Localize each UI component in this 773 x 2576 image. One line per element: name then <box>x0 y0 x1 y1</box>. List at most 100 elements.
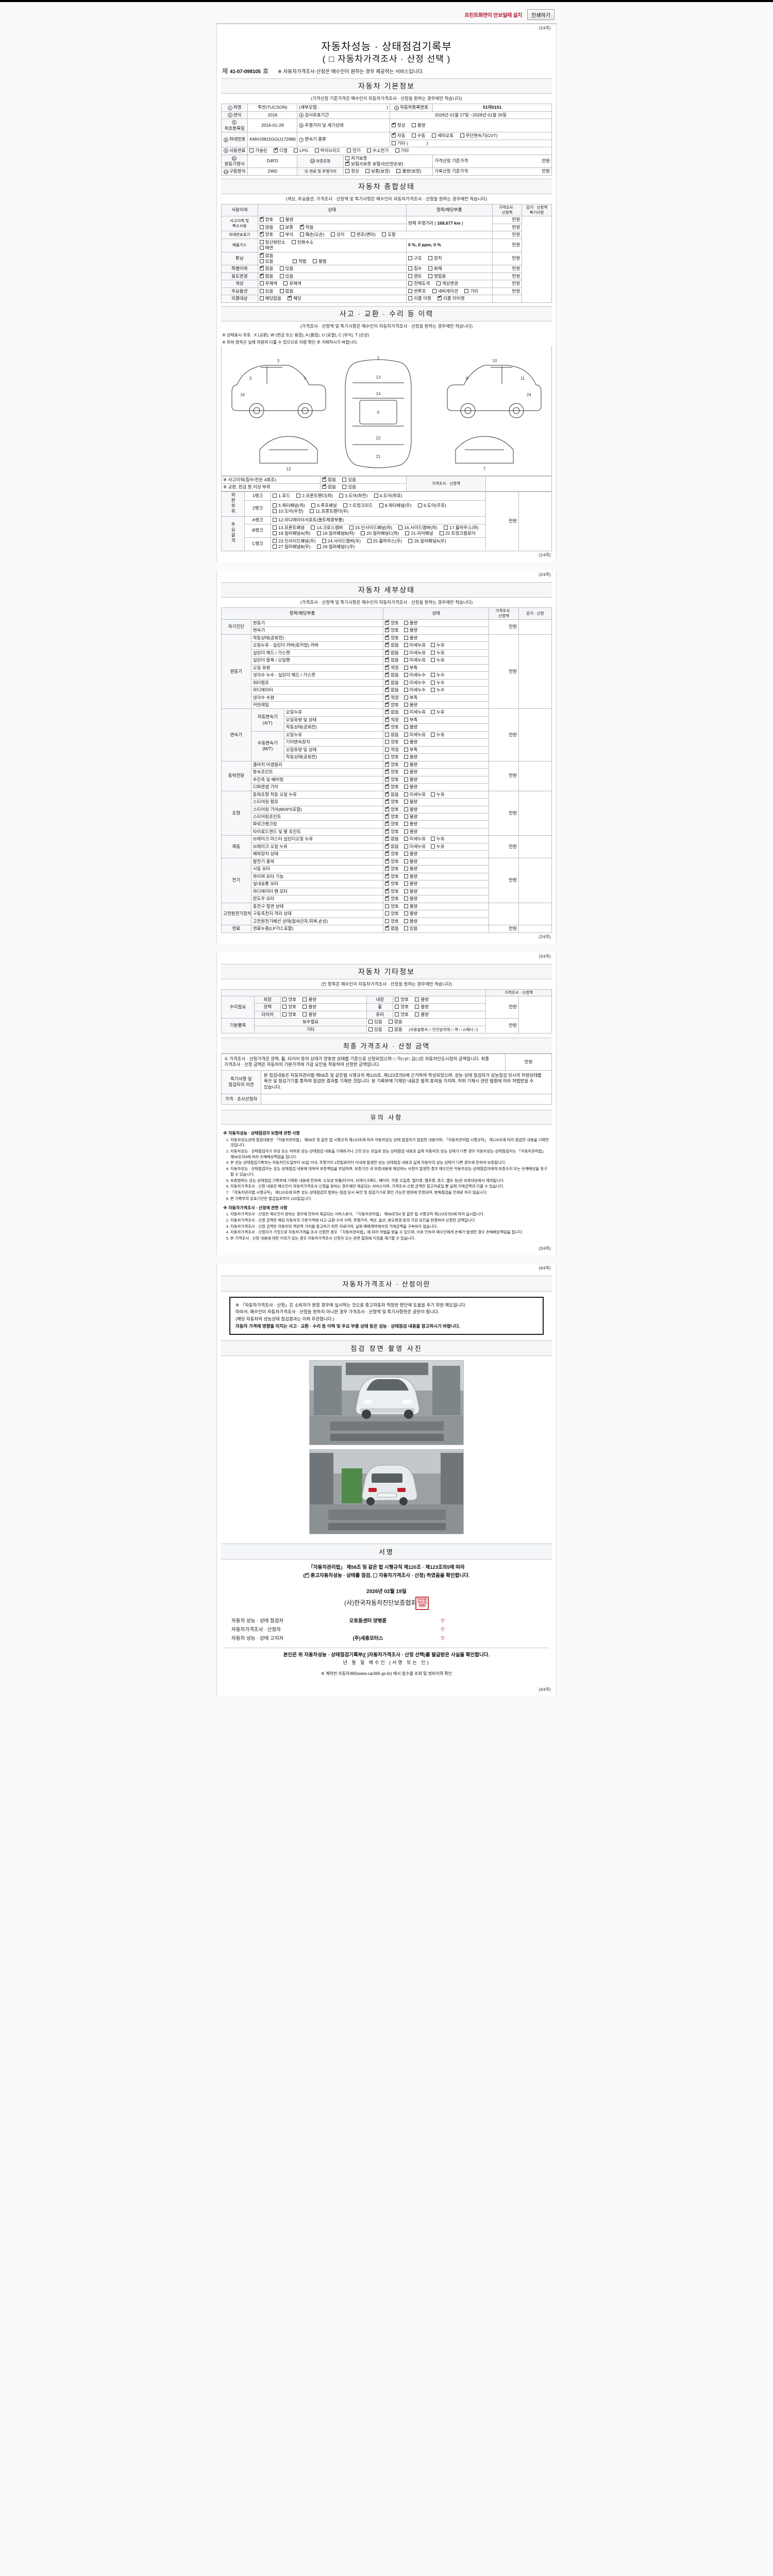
state-good-option[interactable]: 양호 <box>259 216 273 223</box>
detail-option[interactable]: 없음 <box>385 732 399 738</box>
detail-option[interactable]: 미세누수 <box>404 687 426 693</box>
checkbox-icon[interactable] <box>322 538 326 543</box>
checkbox-icon[interactable] <box>395 1005 399 1009</box>
checkbox-icon[interactable] <box>385 776 390 782</box>
checkbox-icon[interactable] <box>431 710 435 715</box>
checkbox-icon[interactable] <box>316 545 321 549</box>
checkbox-icon[interactable] <box>404 710 408 715</box>
detail-option[interactable]: 누유 <box>431 836 445 842</box>
checkbox-icon[interactable] <box>404 785 408 789</box>
checkbox-icon[interactable] <box>385 880 390 886</box>
checkbox-icon[interactable] <box>303 1005 307 1009</box>
price-survey-checkbox[interactable]: □ <box>329 54 335 64</box>
transmission-cvt-option[interactable]: 무단변속기(CVT) <box>460 133 497 139</box>
checkbox-icon[interactable] <box>404 904 408 908</box>
detail-option[interactable]: 적정 <box>385 694 399 701</box>
checkbox-icon[interactable] <box>408 274 412 278</box>
vin-altered-option[interactable]: 변조(변타) <box>350 232 376 238</box>
usage-rental-option[interactable]: 렌트 <box>408 274 422 279</box>
tuning-structure-option[interactable]: 구조 <box>408 256 422 261</box>
checkbox-icon[interactable] <box>404 665 408 670</box>
checkbox-icon[interactable] <box>345 160 350 166</box>
detail-option[interactable]: 양호 <box>385 754 399 760</box>
detail-option[interactable]: 양호 <box>385 919 399 924</box>
detail-option[interactable]: 누유 <box>431 709 445 715</box>
checkbox-icon[interactable] <box>259 281 264 286</box>
checkbox-icon[interactable] <box>273 531 277 536</box>
checkbox-icon[interactable] <box>395 1012 399 1016</box>
tuning-device-option[interactable]: 장치 <box>428 256 442 261</box>
print-button[interactable]: 인쇄하기 <box>527 9 554 20</box>
checkbox-icon[interactable] <box>385 740 390 744</box>
checkbox-icon[interactable] <box>361 531 365 536</box>
detail-option[interactable]: 불량 <box>404 702 417 708</box>
detail-option[interactable]: 불량 <box>404 635 417 641</box>
checkbox-icon[interactable] <box>385 835 390 841</box>
detail-option[interactable]: 누유 <box>431 642 445 648</box>
detail-option[interactable]: 없음 <box>385 641 399 648</box>
transmission-other-option[interactable]: 기타 () <box>391 141 428 146</box>
checkbox-icon[interactable] <box>342 477 347 482</box>
checkbox-icon[interactable] <box>411 133 416 138</box>
checkbox-icon[interactable] <box>411 123 416 127</box>
checkbox-icon[interactable] <box>379 503 383 507</box>
checkbox-icon[interactable] <box>385 783 390 789</box>
checkbox-icon[interactable] <box>404 926 408 931</box>
checkbox-icon[interactable] <box>279 217 284 222</box>
checkbox-icon[interactable] <box>408 296 412 301</box>
checkbox-icon[interactable] <box>460 133 464 138</box>
warranty-insurance-option[interactable]: 보험사보증 보험사[신한손보] <box>345 160 403 167</box>
checkbox-icon[interactable] <box>398 525 403 530</box>
checkbox-icon[interactable] <box>404 643 408 648</box>
detail-option[interactable]: 불량 <box>404 724 417 730</box>
detail-option[interactable]: 양호 <box>385 619 399 626</box>
checkbox-icon[interactable] <box>273 503 277 507</box>
fuel-other-option[interactable]: 기타 <box>395 148 409 154</box>
checkbox-icon[interactable] <box>314 148 319 153</box>
detail-option[interactable]: 양호 <box>385 813 399 820</box>
fuel-hybrid-option[interactable]: 하이브리드 <box>314 148 341 154</box>
checkbox-icon[interactable] <box>311 525 315 530</box>
transmission-semiauto-option[interactable]: 세미오토 <box>431 133 453 139</box>
detail-option[interactable]: 누수 <box>431 687 445 693</box>
detail-option[interactable]: 없음 <box>385 843 399 850</box>
detail-option[interactable]: 미세누유 <box>404 732 426 738</box>
checkbox-icon[interactable] <box>279 266 284 271</box>
checkbox-icon[interactable] <box>385 641 390 648</box>
checkbox-icon[interactable] <box>404 807 408 811</box>
checkbox-icon[interactable] <box>365 169 370 174</box>
recall-na-option[interactable]: 해당없음 <box>259 296 281 301</box>
mileage-normal-option[interactable]: 정상 <box>345 168 359 174</box>
checkbox-icon[interactable] <box>385 791 390 796</box>
checkbox-icon[interactable] <box>404 680 408 685</box>
detail-option[interactable]: 없음 <box>385 656 399 663</box>
detail-option[interactable]: 미세누수 <box>404 672 426 678</box>
transmission-auto-option[interactable]: 자동 <box>391 132 406 139</box>
checkbox-icon[interactable] <box>385 813 390 819</box>
color-full-repaint-option[interactable]: 전체도색 <box>408 281 430 286</box>
checkbox-icon[interactable] <box>385 619 390 625</box>
checkbox-icon[interactable] <box>385 626 390 633</box>
checkbox-icon[interactable] <box>259 289 264 293</box>
detail-option[interactable]: 양호 <box>385 904 399 909</box>
detail-option[interactable]: 부족 <box>404 717 417 723</box>
detail-option[interactable]: 양호 <box>385 761 399 768</box>
color-changed-option[interactable]: 색상변경 <box>436 281 458 286</box>
checkbox-icon[interactable] <box>274 147 278 153</box>
checkbox-icon[interactable] <box>385 919 390 923</box>
checkbox-icon[interactable] <box>385 865 390 871</box>
checkbox-icon[interactable] <box>404 628 408 633</box>
detail-option[interactable]: 불량 <box>404 896 417 902</box>
checkbox-icon[interactable] <box>404 695 408 700</box>
detail-option[interactable]: 누유 <box>431 650 445 656</box>
checkbox-icon[interactable] <box>415 997 419 1002</box>
checkbox-icon[interactable] <box>404 822 408 826</box>
checkbox-icon[interactable] <box>288 295 292 301</box>
checkbox-icon[interactable] <box>279 274 284 278</box>
vin-different-option[interactable]: 상이 <box>330 232 345 238</box>
checkbox-icon[interactable] <box>294 148 298 153</box>
checkbox-icon[interactable] <box>385 664 390 670</box>
checkbox-icon[interactable] <box>296 494 301 498</box>
checkbox-icon[interactable] <box>404 911 408 916</box>
checkbox-icon[interactable] <box>389 1020 393 1024</box>
